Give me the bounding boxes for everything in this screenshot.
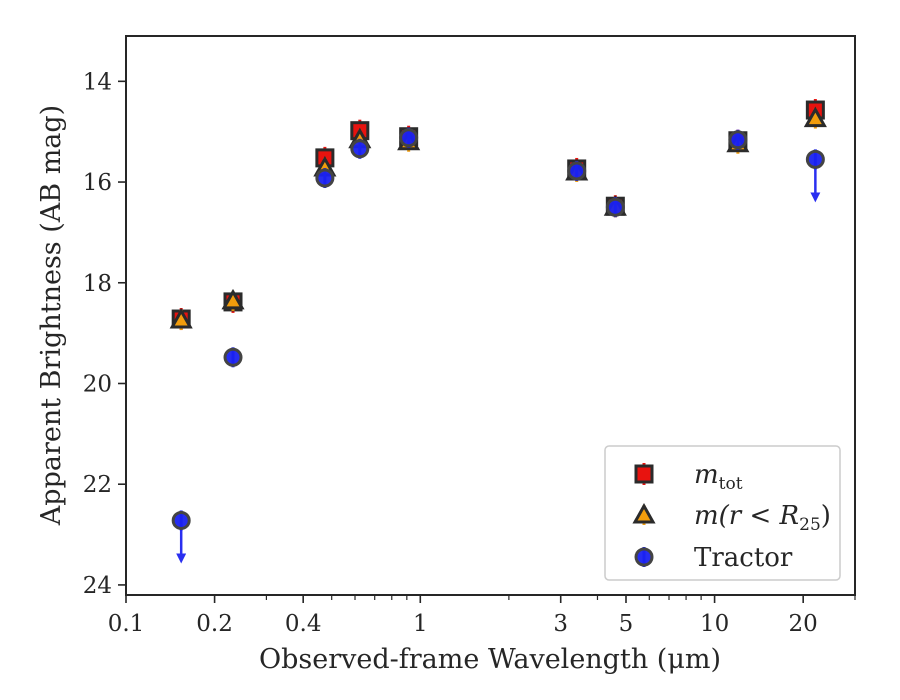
legend-mtot-label: mtot bbox=[694, 460, 743, 494]
x-tick-label: 1 bbox=[413, 611, 428, 637]
legend-mr25-label: m(r < R25) bbox=[694, 501, 831, 535]
x-axis-label: Observed-frame Wavelength (μm) bbox=[259, 644, 721, 675]
series-tractor bbox=[171, 127, 825, 564]
mr25-point bbox=[169, 307, 193, 329]
tractor-point bbox=[805, 149, 825, 169]
y-tick-label: 14 bbox=[83, 69, 112, 95]
legend-mtot-marker bbox=[634, 464, 654, 484]
mr25-point bbox=[803, 106, 827, 128]
tractor-point bbox=[728, 130, 748, 150]
tractor-point bbox=[315, 168, 335, 188]
tractor-point bbox=[399, 128, 419, 148]
y-tick-label: 18 bbox=[83, 271, 112, 297]
x-tick-label: 5 bbox=[619, 611, 634, 637]
x-tick-label: 3 bbox=[553, 611, 568, 637]
y-tick-label: 22 bbox=[83, 472, 112, 498]
x-tick-label: 0.2 bbox=[196, 611, 233, 637]
x-tick-label: 20 bbox=[789, 611, 818, 637]
legend: mtot m(r < R25) Tractor bbox=[604, 445, 841, 581]
legend-tractor-marker bbox=[634, 547, 654, 567]
tractor-point bbox=[350, 139, 370, 159]
y-tick-label: 24 bbox=[83, 573, 112, 599]
x-tick-label: 0.4 bbox=[285, 611, 322, 637]
x-tick-label: 10 bbox=[700, 611, 729, 637]
axis-ticks: 0.1 0.2 0.4 1 3 5 10 20 14 16 18 20 22 24 bbox=[83, 69, 856, 637]
y-tick-label: 20 bbox=[83, 371, 112, 397]
y-axis-label: Apparent Brightness (AB mag) bbox=[36, 105, 67, 526]
tractor-point bbox=[223, 347, 243, 367]
x-tick-label: 0.1 bbox=[108, 611, 145, 637]
legend-tractor-label: Tractor bbox=[694, 543, 793, 573]
tractor-point bbox=[171, 510, 191, 530]
y-tick-label: 16 bbox=[83, 170, 112, 196]
legend-box bbox=[604, 445, 841, 581]
data-marks bbox=[169, 99, 827, 564]
tractor-point bbox=[605, 197, 625, 217]
legend-mr25-marker bbox=[632, 502, 656, 524]
tractor-point bbox=[567, 161, 587, 181]
mr25-point bbox=[221, 288, 245, 310]
